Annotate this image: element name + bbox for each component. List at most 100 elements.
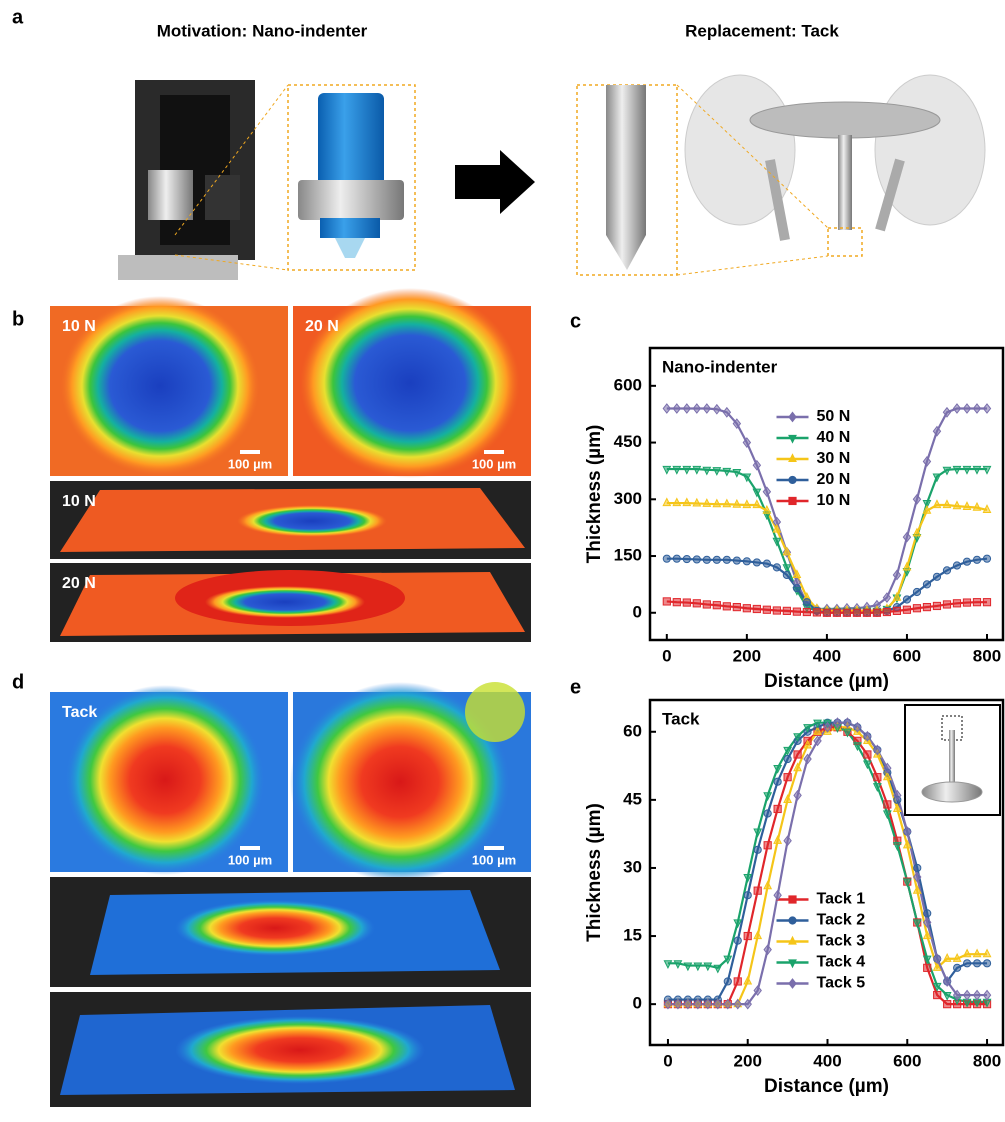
marker: [983, 990, 990, 999]
marker: [813, 609, 820, 616]
panel-b: b 10 N 20 N 100 µm 100 µm 10 N 20 N: [12, 288, 531, 642]
marker: [713, 556, 720, 563]
panel-d: d Tack 100 µm 100 µm: [12, 671, 531, 1107]
panel-label: b: [12, 308, 24, 330]
legend-label: Tack 1: [817, 891, 866, 908]
panel-label: c: [570, 310, 581, 332]
marker: [784, 755, 791, 762]
marker: [784, 795, 791, 802]
tile-label: Tack: [62, 704, 97, 721]
marker: [823, 609, 830, 616]
tack-inset: [905, 705, 1000, 815]
marker: [763, 487, 770, 496]
x-axis-label: Distance (µm): [764, 1076, 889, 1097]
marker: [673, 555, 680, 562]
panel-label: d: [12, 671, 24, 693]
marker: [753, 605, 760, 612]
marker: [663, 404, 670, 413]
marker: [983, 599, 990, 606]
marker: [754, 931, 761, 938]
marker: [874, 784, 881, 791]
marker: [963, 404, 970, 413]
marker: [783, 607, 790, 614]
marker: [703, 404, 710, 413]
y-tick-label: 0: [633, 994, 642, 1013]
marker: [923, 603, 930, 610]
marker: [693, 556, 700, 563]
marker: [903, 606, 910, 613]
marker: [734, 937, 741, 944]
series-line: [667, 469, 987, 611]
marker: [763, 560, 770, 567]
marker: [943, 567, 950, 574]
chart-title: Tack: [662, 709, 700, 728]
marker: [983, 960, 990, 967]
marker: [933, 573, 940, 580]
marker: [873, 609, 880, 616]
scale-bar-label: 100 µm: [472, 456, 516, 471]
panel-label: a: [12, 6, 24, 28]
marker: [663, 598, 670, 605]
marker: [973, 990, 980, 999]
arrow: [455, 150, 535, 214]
panel-label: e: [570, 676, 581, 698]
marker: [723, 556, 730, 563]
marker: [973, 404, 980, 413]
y-tick-label: 600: [614, 375, 642, 394]
legend-label: 20 N: [817, 471, 851, 488]
figure: a Motivation: Nano-indenter Replacement:…: [0, 0, 1005, 1122]
legend-label: 50 N: [817, 408, 851, 425]
legend-label: 40 N: [817, 429, 851, 446]
legend-marker: [789, 412, 796, 421]
marker: [794, 791, 801, 800]
marker: [884, 801, 891, 808]
marker: [864, 751, 871, 758]
marker: [774, 765, 781, 772]
legend-label: 10 N: [817, 492, 851, 509]
marker: [784, 774, 791, 781]
marker: [774, 805, 781, 812]
marker: [744, 977, 751, 984]
scale-bar-label: 100 µm: [228, 852, 272, 867]
y-tick-label: 0: [633, 602, 642, 621]
marker: [744, 932, 751, 939]
legend-marker: [789, 476, 796, 483]
legend-label: Tack 3: [817, 933, 866, 950]
marker: [923, 457, 930, 466]
marker: [983, 555, 990, 562]
marker: [964, 990, 971, 999]
marker: [963, 599, 970, 606]
y-tick-label: 150: [614, 546, 642, 565]
y-tick-label: 450: [614, 432, 642, 451]
scale-bar-label: 100 µm: [472, 852, 516, 867]
legend-marker: [789, 497, 796, 504]
x-tick-label: 400: [813, 1051, 841, 1070]
marker: [764, 793, 771, 800]
marker: [853, 609, 860, 616]
marker: [693, 600, 700, 607]
x-tick-label: 200: [734, 1051, 762, 1070]
x-tick-label: 0: [662, 646, 671, 665]
y-tick-label: 60: [623, 721, 642, 740]
marker: [683, 599, 690, 606]
marker: [764, 842, 771, 849]
marker: [754, 846, 761, 853]
y-axis-label: Thickness (µm): [584, 803, 605, 942]
marker: [893, 607, 900, 614]
view-label: 10 N: [62, 493, 96, 510]
marker: [733, 557, 740, 564]
y-tick-label: 15: [623, 926, 642, 945]
marker: [663, 555, 670, 562]
marker: [734, 978, 741, 985]
marker: [843, 609, 850, 616]
marker: [783, 571, 790, 578]
marker: [833, 609, 840, 616]
marker: [723, 603, 730, 610]
marker: [703, 601, 710, 608]
legend-label: Tack 2: [817, 912, 866, 929]
x-tick-label: 400: [813, 646, 841, 665]
marker: [903, 596, 910, 603]
marker: [863, 609, 870, 616]
marker: [774, 778, 781, 785]
panel-a: a Motivation: Nano-indenter Replacement:…: [12, 6, 985, 280]
